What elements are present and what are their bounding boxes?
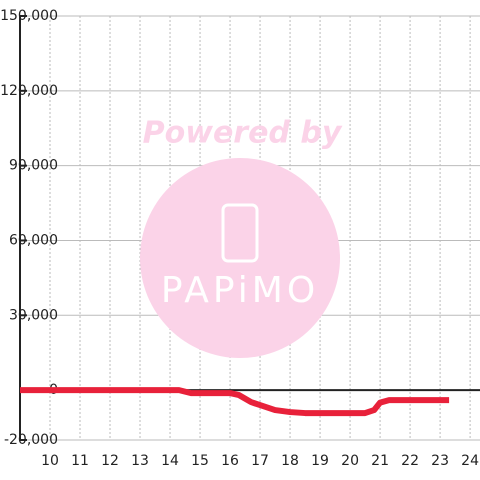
x-tick-label: 19 xyxy=(311,453,329,469)
watermark-bottom: PAPiMO xyxy=(161,270,319,311)
x-tick-label: 15 xyxy=(191,453,209,469)
watermark-top: Powered by xyxy=(143,116,343,151)
x-tick-label: 23 xyxy=(431,453,449,469)
x-tick-label: 17 xyxy=(251,453,269,469)
series-line xyxy=(20,387,450,417)
x-tick-label: 21 xyxy=(371,453,389,469)
x-tick-label: 18 xyxy=(281,453,299,469)
x-tick-label: 20 xyxy=(341,453,359,469)
x-tick-label: 14 xyxy=(161,453,179,469)
plot: 10 11 12 13 14 15 16 17 18 19 20 21 22 23 24-20,000030… xyxy=(0,8,479,469)
y-tick-label: -20,000 xyxy=(4,432,58,448)
x-tick-label: 11 xyxy=(71,453,89,469)
watermark-phone xyxy=(221,203,259,263)
y-tick-label: 120,000 xyxy=(0,83,58,99)
x-tick-label: 13 xyxy=(131,453,149,469)
x-tick-label: 16 xyxy=(221,453,239,469)
watermark: Powered by PAPiMO xyxy=(140,116,343,358)
y-tick-label: 150,000 xyxy=(0,8,58,24)
y-tick-label: 90,000 xyxy=(9,158,58,174)
x-tick-label: 24 xyxy=(461,453,479,469)
x-tick-label: 10 xyxy=(41,453,59,469)
watermark-circle xyxy=(140,158,340,358)
x-tick-label: 12 xyxy=(101,453,119,469)
y-tick-label: 60,000 xyxy=(9,232,58,248)
y-tick-label: 30,000 xyxy=(9,307,58,323)
x-tick-label: 22 xyxy=(401,453,419,469)
